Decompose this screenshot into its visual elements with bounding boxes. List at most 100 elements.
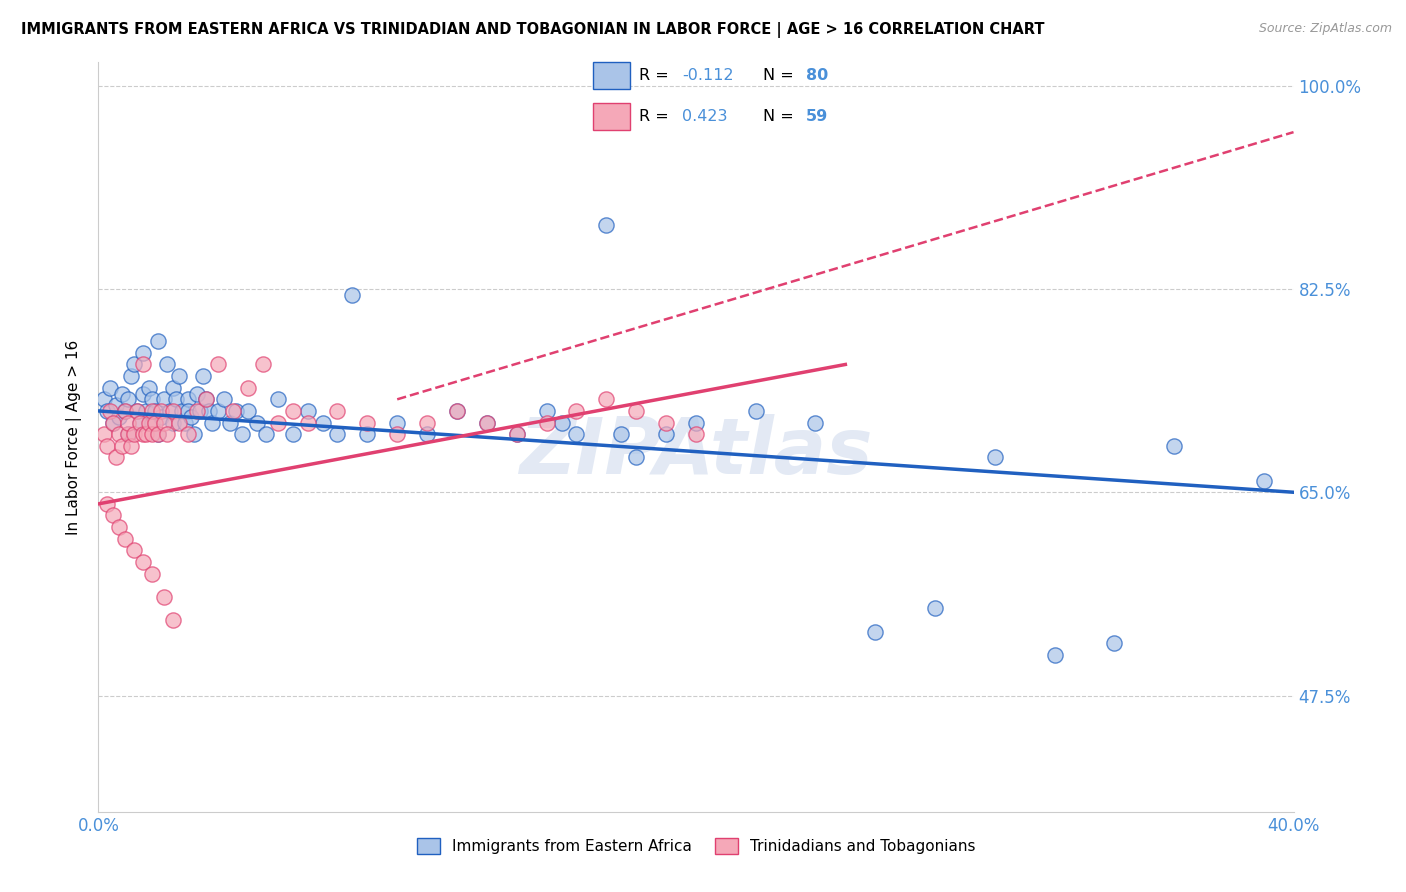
Point [117,392,139,407]
Point [180,409,202,424]
Point [124,427,146,442]
Point [132,427,155,442]
Point [565,427,588,442]
Point [156,427,179,442]
Point [153,416,176,430]
Point [236,381,259,395]
Point [150,404,173,418]
Point [111,386,134,401]
Point [111,439,134,453]
Point [610,427,633,442]
Point [685,416,707,430]
Point [195,392,218,407]
Point [159,404,181,418]
Text: -0.112: -0.112 [682,68,734,83]
Point [186,386,208,401]
Point [385,416,409,430]
Point [385,427,409,442]
Point [108,427,131,442]
Point [114,404,136,418]
Point [177,427,200,442]
Point [127,404,149,418]
Text: N =: N = [763,109,799,124]
Point [212,392,235,407]
Point [1043,648,1066,662]
Point [117,416,139,430]
Text: 59: 59 [806,109,828,124]
Point [536,416,558,430]
Point [108,520,131,534]
Text: 80: 80 [806,68,828,83]
Point [138,416,160,430]
Point [120,439,142,453]
Point [177,404,200,418]
Point [191,369,214,384]
Point [416,416,439,430]
Point [267,392,290,407]
Point [297,416,319,430]
Point [143,404,166,418]
Point [156,358,179,372]
Point [222,404,245,418]
Point [141,404,163,418]
Point [297,404,319,418]
Point [225,404,247,418]
Text: Source: ZipAtlas.com: Source: ZipAtlas.com [1258,22,1392,36]
Point [326,427,349,442]
Point [103,416,125,430]
Point [201,416,224,430]
Point [183,427,205,442]
Point [148,427,170,442]
Point [141,416,163,430]
Point [1163,439,1185,453]
Point [150,409,173,424]
Text: ZIPAtlas: ZIPAtlas [519,414,873,490]
Text: R =: R = [640,68,673,83]
Point [105,398,128,412]
Point [141,566,163,581]
Point [96,439,118,453]
Bar [593,62,630,89]
Point [98,381,122,395]
Point [356,427,378,442]
Point [231,427,253,442]
Point [236,404,259,418]
Point [167,416,190,430]
Point [685,427,707,442]
Point [984,450,1007,465]
Point [626,450,648,465]
Point [198,404,221,418]
Point [120,369,142,384]
Point [114,404,136,418]
Point [446,404,468,418]
Point [475,416,498,430]
Bar [593,103,630,130]
Point [1104,636,1126,650]
Point [141,427,163,442]
Point [132,386,155,401]
Point [865,624,887,639]
Point [745,404,768,418]
Point [124,358,146,372]
Point [506,427,529,442]
Point [207,358,229,372]
Text: R =: R = [640,109,673,124]
Point [177,392,200,407]
Point [595,218,617,232]
Point [924,601,946,615]
Point [129,416,152,430]
Point [135,427,157,442]
Point [326,404,349,418]
Point [174,416,197,430]
Point [506,427,529,442]
Point [165,392,187,407]
Point [148,334,170,349]
Point [167,369,190,384]
Point [105,450,128,465]
Text: N =: N = [763,68,799,83]
Text: 0.423: 0.423 [682,109,728,124]
Point [254,427,277,442]
Point [356,416,378,430]
Point [626,404,648,418]
Point [132,346,155,360]
